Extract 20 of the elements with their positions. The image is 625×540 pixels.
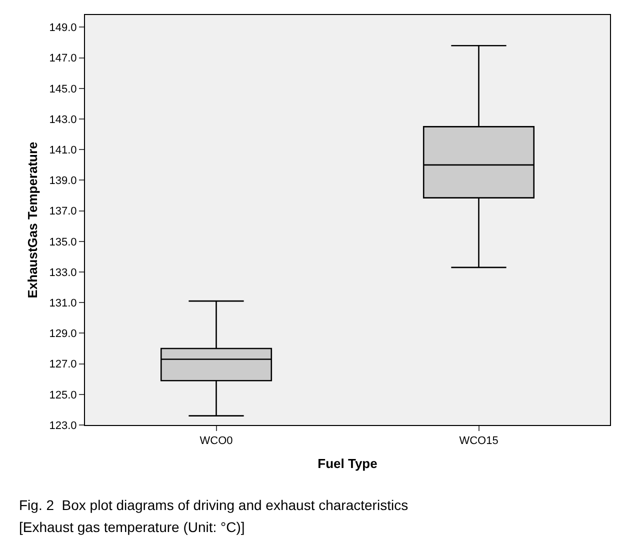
- y-tick-label: 131.0: [49, 297, 77, 310]
- y-tick-label: 133.0: [49, 266, 77, 279]
- y-tick-label: 149.0: [49, 22, 77, 34]
- y-tick-label: 145.0: [49, 83, 77, 96]
- x-tick-label: WCO0: [200, 435, 233, 448]
- y-tick-label: 129.0: [49, 328, 77, 340]
- y-tick-label: 143.0: [49, 114, 77, 126]
- y-tick-label: 147.0: [49, 52, 77, 65]
- y-tick-label: 137.0: [49, 206, 77, 218]
- y-tick-label: 139.0: [49, 175, 77, 188]
- text: [Exhaust gas temperature (Unit: °C)]: [19, 519, 245, 535]
- y-axis-title: ExhaustGas Temperature: [25, 142, 40, 298]
- x-tick-label: WCO15: [459, 435, 498, 448]
- caption: Fig. 2 Box plot diagrams of driving and exhaust characteristics: [19, 497, 408, 513]
- y-tick-label: 125.0: [49, 389, 77, 402]
- y-tick-label: 141.0: [49, 144, 77, 156]
- y-tick-label: 127.0: [49, 358, 77, 371]
- y-tick-label: 135.0: [49, 236, 77, 248]
- y-tick-label: 123.0: [49, 420, 77, 432]
- x-axis-title: Fuel Type: [318, 456, 378, 471]
